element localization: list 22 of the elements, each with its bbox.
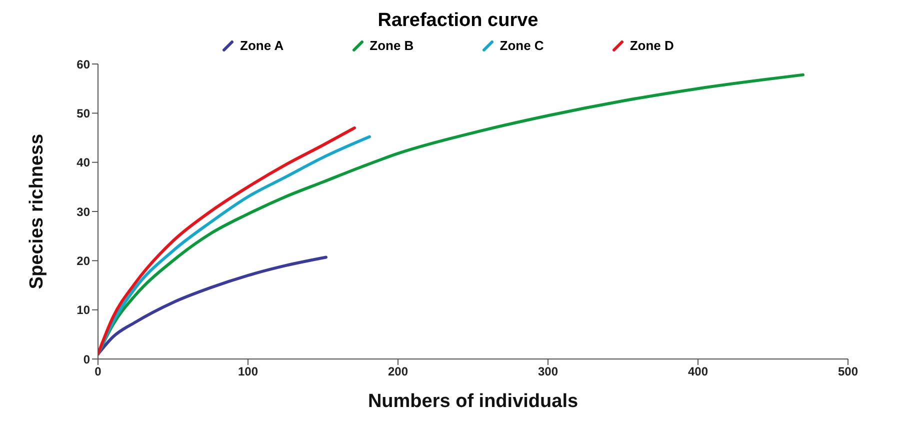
chart-title: Rarefaction curve xyxy=(376,9,540,33)
y-tick-label: 0 xyxy=(83,352,90,366)
y-tick-label: 30 xyxy=(76,204,90,219)
x-axis-title: Numbers of individuals xyxy=(368,391,578,412)
legend-label: Zone A xyxy=(239,38,284,53)
y-tick-label: 60 xyxy=(76,57,90,72)
legend-label: Zone B xyxy=(368,38,414,53)
y-tick-label: 20 xyxy=(76,254,90,268)
x-tick-label: 400 xyxy=(688,364,708,379)
line-series xyxy=(98,73,804,356)
y-tick-label: 10 xyxy=(76,303,90,318)
x-tick-label: 200 xyxy=(388,364,408,379)
x-tick-label: 100 xyxy=(238,364,258,379)
legend-label: Zone D xyxy=(628,38,674,53)
y-tick-label: 50 xyxy=(76,106,90,120)
x-tick-label: 500 xyxy=(838,364,858,379)
y-axis-title: Species richness xyxy=(26,134,48,290)
line-series xyxy=(98,256,328,356)
y-tick-label: 40 xyxy=(76,156,90,170)
x-tick-label: 300 xyxy=(538,364,558,379)
legend-label: Zone C xyxy=(498,38,544,53)
x-tick-label: 0 xyxy=(94,364,102,379)
